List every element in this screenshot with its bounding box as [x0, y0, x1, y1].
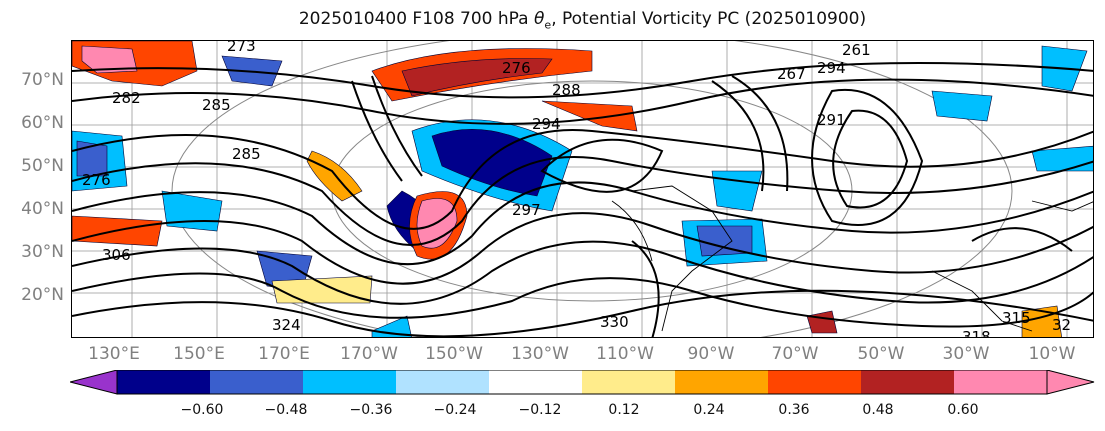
lon-label: 170°E — [258, 344, 310, 364]
colorbar-tick: −0.12 — [518, 402, 562, 418]
lat-label: 30°N — [21, 242, 64, 262]
lat-label: 50°N — [21, 156, 64, 176]
contour-label: 285 — [232, 145, 261, 163]
lon-label: 170°W — [340, 344, 398, 364]
lon-label: 130°E — [88, 344, 140, 364]
map-title: 2025010400 F108 700 hPa θe, Potential Vo… — [298, 9, 867, 32]
colorbar-tick: 0.12 — [608, 402, 640, 418]
colorbar-tick: −0.60 — [180, 402, 224, 418]
colorbar-tick: 0.48 — [862, 402, 894, 418]
contour-label: 297 — [512, 201, 541, 219]
contour-label: 267 — [777, 65, 806, 83]
contour-label: 294 — [817, 59, 846, 77]
colorbar-segment — [210, 370, 304, 394]
lon-label: 70°W — [771, 344, 819, 364]
colorbar-segment — [117, 370, 211, 394]
contour-label: 276 — [502, 59, 531, 77]
colorbar-tick: 0.24 — [693, 402, 725, 418]
pv-shading — [72, 41, 1093, 337]
lat-label: 60°N — [21, 113, 64, 133]
contour-label: 276 — [82, 171, 111, 189]
colorbar-tick: −0.24 — [433, 402, 477, 418]
contour-label: 294 — [532, 115, 561, 133]
contour-label: 32 — [1052, 316, 1072, 334]
lon-label: 10°W — [1028, 344, 1076, 364]
contour-label: 273 — [227, 40, 256, 55]
lon-label: 130°W — [511, 344, 569, 364]
contour-label: 285 — [202, 96, 231, 114]
contour-label: 330 — [600, 313, 629, 331]
map-canvas — [72, 41, 1093, 337]
colorbar-segment — [303, 370, 397, 394]
colorbar — [70, 370, 1095, 395]
lat-label: 70°N — [21, 70, 64, 90]
colorbar-tick: 0.36 — [778, 402, 810, 418]
lon-label: 90°W — [687, 344, 735, 364]
contour-label: 288 — [552, 81, 581, 99]
colorbar-tick: 0.60 — [947, 402, 979, 418]
colorbar-segment — [396, 370, 490, 394]
colorbar-tick: −0.36 — [349, 402, 393, 418]
contour-label: 306 — [102, 246, 131, 264]
contour-label: 315 — [1002, 309, 1031, 327]
colorbar-segment — [675, 370, 769, 394]
contour-label: 261 — [842, 41, 871, 59]
lat-label: 40°N — [21, 199, 64, 219]
contour-label: 291 — [817, 111, 846, 129]
theta-e-contours — [72, 62, 1093, 337]
coastlines — [611, 185, 1093, 332]
colorbar-segment — [489, 370, 583, 394]
colorbar-segment — [768, 370, 862, 394]
contour-label: 282 — [112, 89, 141, 107]
colorbar-segment — [582, 370, 676, 394]
lon-label: 30°W — [942, 344, 990, 364]
map-panel: 273 282 285 285 276 276 288 294 297 306 … — [71, 40, 1094, 338]
lon-label: 150°E — [173, 344, 225, 364]
lat-label: 20°N — [21, 285, 64, 305]
contour-label: 324 — [272, 316, 301, 334]
colorbar-segment — [861, 370, 955, 394]
contour-label: 318 — [962, 328, 991, 338]
lon-label: 110°W — [596, 344, 654, 364]
lon-label: 150°W — [425, 344, 483, 364]
contour-labels: 273 282 285 285 276 276 288 294 297 306 … — [72, 40, 1093, 338]
colorbar-tick: −0.48 — [264, 402, 308, 418]
lon-label: 50°W — [857, 344, 905, 364]
colorbar-segment — [954, 370, 1048, 394]
